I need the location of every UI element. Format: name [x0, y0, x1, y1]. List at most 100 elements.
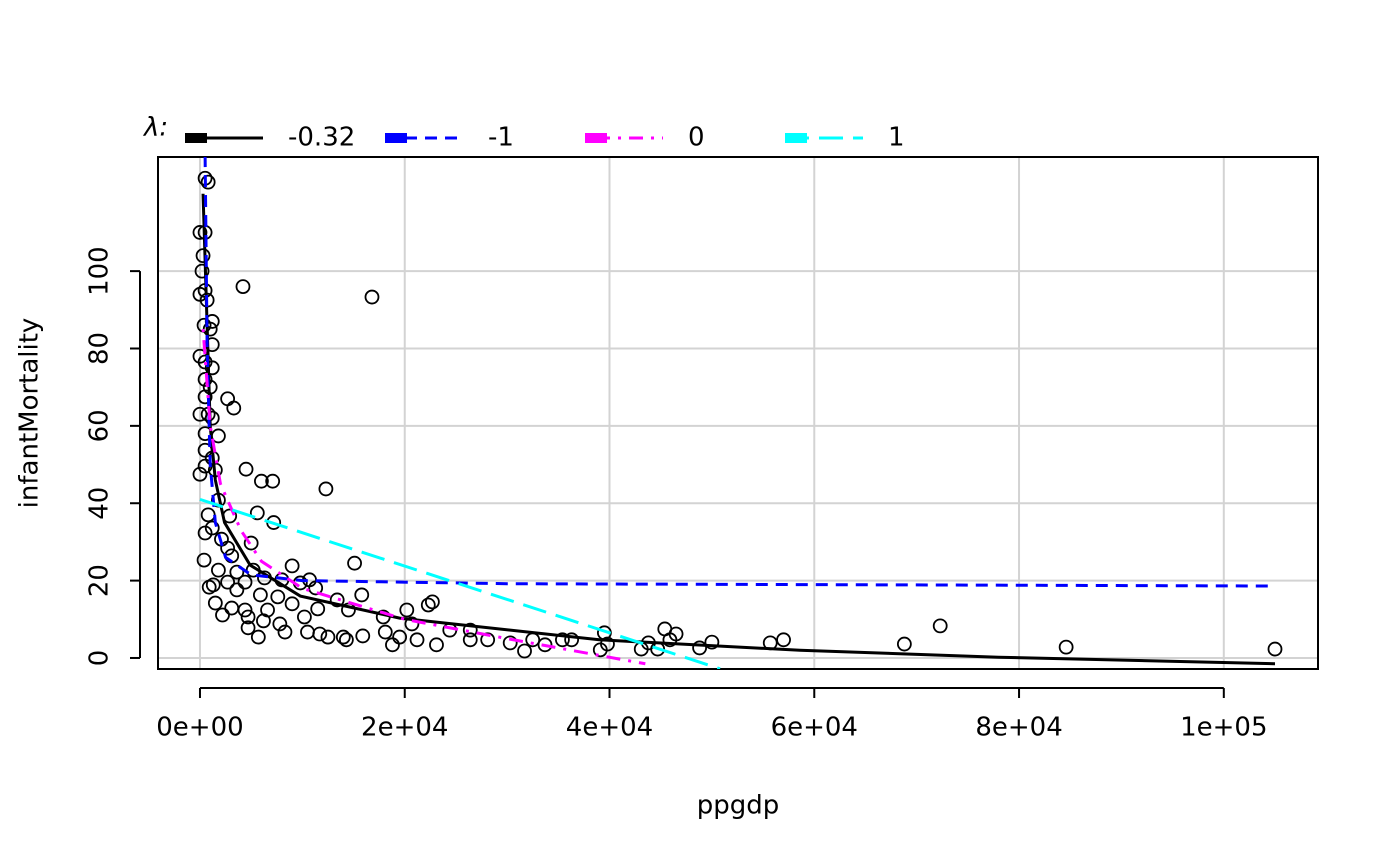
fit-line: [203, 157, 1276, 588]
y-tick-label: 0: [85, 650, 115, 667]
data-point: [252, 587, 268, 603]
data-point: [517, 643, 532, 659]
data-point: [347, 555, 362, 571]
data-point: [420, 597, 436, 613]
data-point: [399, 602, 415, 618]
data-point: [704, 634, 720, 650]
data-point: [256, 613, 271, 629]
data-point: [211, 562, 226, 578]
data-point: [404, 616, 420, 632]
data-point: [592, 642, 608, 658]
y-tick-label: 100: [85, 246, 115, 296]
data-point: [226, 400, 242, 416]
data-point: [204, 520, 220, 536]
data-point: [250, 629, 266, 645]
legend-label: -0.32: [288, 123, 355, 153]
data-point: [270, 589, 286, 605]
data-point: [776, 632, 791, 648]
data-point: [429, 637, 444, 653]
y-tick-label: 80: [85, 332, 115, 365]
x-tick-label: 1e+05: [1180, 713, 1267, 743]
data-point: [238, 461, 254, 477]
x-tick-label: 2e+04: [361, 713, 448, 743]
data-point: [240, 609, 256, 625]
data-point: [377, 624, 393, 640]
data-point: [204, 410, 220, 426]
data-point: [277, 624, 293, 640]
data-point: [265, 473, 281, 489]
data-point: [564, 632, 580, 648]
data-point: [220, 540, 236, 556]
data-point: [249, 505, 265, 521]
x-tick-label: 8e+04: [975, 713, 1062, 743]
data-point: [201, 579, 217, 595]
data-point: [310, 601, 326, 617]
data-point: [355, 628, 371, 644]
data-point: [555, 632, 570, 648]
legend-label: 1: [888, 123, 905, 153]
data-point: [284, 558, 300, 574]
fit-line: [199, 497, 721, 669]
fit-line: [201, 193, 1276, 666]
data-point: [207, 595, 223, 611]
data-point: [200, 174, 216, 190]
data-point: [197, 372, 213, 387]
data-point: [220, 391, 236, 407]
data-point: [195, 248, 211, 264]
data-point: [197, 389, 213, 405]
data-point: [200, 507, 216, 523]
data-point: [896, 636, 912, 652]
y-tick-label: 20: [85, 564, 115, 597]
data-point: [318, 481, 334, 497]
data-point: [409, 632, 425, 648]
x-tick-label: 6e+04: [771, 713, 858, 743]
fit-line: [201, 329, 646, 666]
data-point: [194, 263, 210, 279]
x-axis-label: ppgdp: [697, 791, 780, 821]
data-point: [224, 600, 240, 616]
data-point: [385, 637, 400, 653]
plot-frame: [157, 156, 1319, 670]
legend-label: -1: [488, 123, 514, 153]
data-point: [284, 596, 300, 612]
data-point: [308, 580, 324, 596]
data-point: [329, 592, 345, 608]
data-point: [237, 574, 253, 590]
data-point: [354, 587, 370, 603]
data-point: [364, 289, 380, 305]
data-point: [204, 360, 220, 376]
y-tick-label: 60: [85, 409, 115, 442]
data-point: [1267, 641, 1283, 657]
data-point: [502, 635, 518, 651]
data-point: [215, 607, 230, 623]
data-point: [320, 629, 336, 645]
data-point: [192, 466, 208, 482]
data-point: [235, 279, 251, 294]
data-point: [338, 632, 354, 648]
data-point: [229, 582, 245, 598]
y-axis-label: infantMortality: [15, 318, 45, 509]
data-point: [237, 602, 253, 618]
data-point: [192, 225, 208, 240]
x-tick-label: 4e+04: [566, 713, 653, 743]
data-point: [480, 632, 496, 648]
data-point: [424, 594, 440, 610]
data-point: [537, 637, 553, 653]
plot-area: [192, 157, 1283, 669]
data-point: [662, 632, 678, 648]
x-tick-label: 0e+00: [156, 713, 243, 743]
data-point: [297, 609, 312, 625]
data-point: [196, 552, 212, 568]
data-point: [254, 473, 269, 489]
data-point: [312, 626, 328, 642]
data-point: [335, 629, 351, 645]
data-point: [229, 564, 245, 580]
data-point: [220, 574, 236, 590]
data-point: [462, 632, 478, 648]
data-point: [462, 622, 478, 638]
legend-title: λ:: [142, 113, 168, 143]
data-point: [1058, 639, 1074, 655]
data-point: [243, 535, 259, 551]
legend-label: 0: [688, 123, 705, 153]
